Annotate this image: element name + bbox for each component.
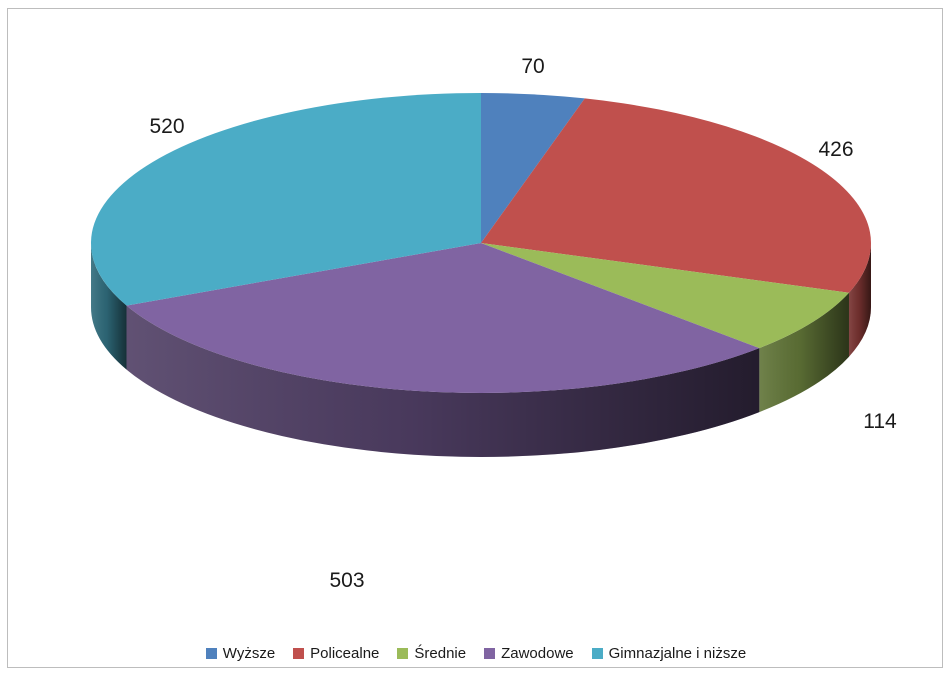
pie-slice-srednie	[481, 243, 849, 349]
pie-slice-policealne	[481, 98, 871, 293]
legend-swatch	[293, 648, 305, 659]
legend-label: Wyższe	[222, 645, 276, 662]
legend-swatch	[484, 648, 496, 659]
legend-swatch	[397, 648, 409, 659]
legend-item-zawodowe: Zawodowe	[484, 645, 574, 662]
pie-side-shading-zawodowe	[126, 305, 760, 457]
legend-item-gimnazjalne-i-nizsze: Gimnazjalne i niższe	[591, 645, 747, 662]
pie-side-shading-srednie	[759, 292, 849, 413]
legend-item-wyzsze: Wyższe	[205, 645, 276, 662]
legend-label: Gimnazjalne i niższe	[608, 645, 747, 662]
data-label-wyzsze: 70	[521, 55, 544, 78]
pie-side-shading-policealne	[848, 243, 871, 357]
data-label-gimnazjalne-i-nizsze: 520	[149, 115, 184, 138]
legend-item-srednie: Średnie	[397, 645, 466, 662]
legend-item-policealne: Policealne	[293, 645, 379, 662]
legend-label: Zawodowe	[501, 645, 574, 662]
legend: Wyższe Policealne Średnie Zawodowe Gimnazjal…	[0, 645, 952, 662]
data-label-zawodowe: 503	[329, 569, 364, 592]
data-label-srednie: 114	[863, 410, 897, 433]
pie-slice-gimnazjalne-i-nizsze	[90, 93, 481, 306]
data-label-policealne: 426	[818, 138, 853, 161]
pie-slice-wyzsze	[481, 93, 585, 243]
legend-swatch	[591, 648, 603, 659]
legend-label: Policealne	[310, 645, 380, 662]
pie-slice-zawodowe	[126, 243, 760, 393]
legend-label: Średnie	[414, 645, 467, 662]
pie-side-shading-gimnazjalne-i-nizsze	[91, 243, 127, 370]
legend-swatch	[205, 648, 217, 659]
